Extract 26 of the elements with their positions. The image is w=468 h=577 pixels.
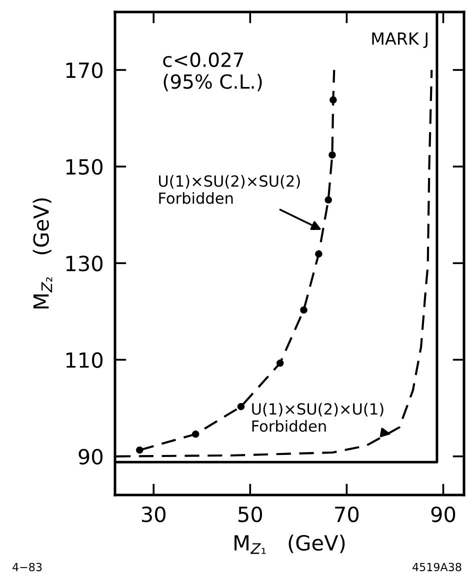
annotation: MARK J	[372, 32, 428, 48]
x-tick-label: 70	[335, 506, 359, 522]
point	[330, 96, 337, 104]
x-tick-label: 30	[142, 506, 166, 522]
point	[276, 360, 284, 367]
point	[300, 306, 308, 314]
annotation: U(1)×SU(2)×U(1) Forbidden	[252, 402, 384, 432]
point	[315, 250, 322, 258]
y-tick-label: 90	[78, 448, 103, 465]
y-tick-label: 170	[66, 62, 103, 78]
text: M$_{Z₁}$ (GeV)	[234, 534, 345, 554]
point	[324, 196, 332, 204]
text: M$_{Z₂}$ (GeV)	[32, 198, 52, 308]
x-tick-label: 50	[238, 506, 262, 522]
y-tick-label: 130	[66, 256, 103, 272]
point	[136, 446, 144, 454]
annotation: U(1)×SU(2)×SU(2) Forbidden	[159, 175, 300, 204]
point	[192, 430, 200, 438]
point	[237, 402, 245, 410]
annotation: c<0.027 (95% C.L.)	[163, 52, 262, 92]
text: 4−83	[12, 562, 42, 572]
y-tick-label: 150	[66, 159, 103, 175]
y-tick-label: 110	[66, 352, 103, 368]
text: 4519A38	[412, 562, 462, 572]
x-tick-label: 90	[431, 506, 456, 522]
point	[328, 151, 336, 159]
